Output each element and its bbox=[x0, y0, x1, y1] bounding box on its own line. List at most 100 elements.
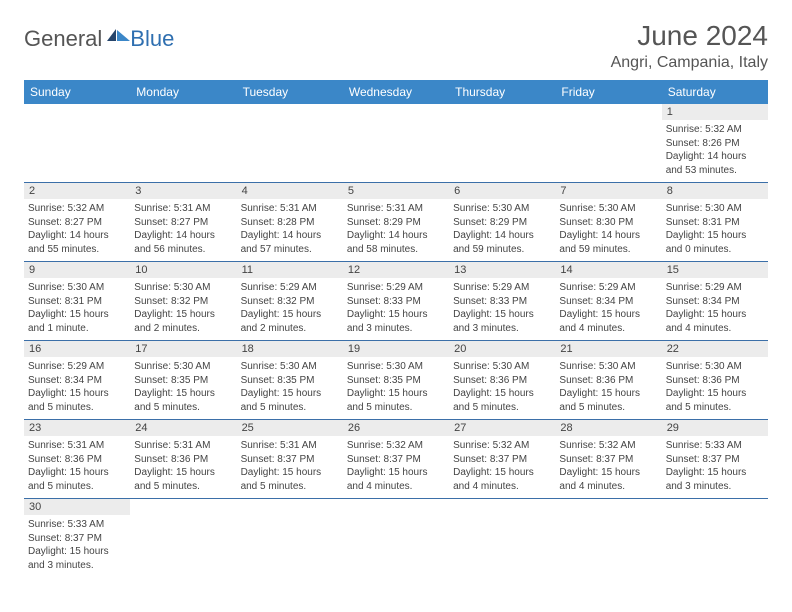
day-cell: Sunrise: 5:30 AMSunset: 8:30 PMDaylight:… bbox=[555, 199, 661, 262]
weekday-header: Wednesday bbox=[343, 80, 449, 104]
logo-text-blue: Blue bbox=[130, 26, 174, 52]
sunrise-text: Sunrise: 5:30 AM bbox=[28, 281, 126, 295]
sunrise-text: Sunrise: 5:29 AM bbox=[559, 281, 657, 295]
day-number: 1 bbox=[662, 104, 768, 120]
day-cell: Sunrise: 5:29 AMSunset: 8:32 PMDaylight:… bbox=[237, 278, 343, 341]
sunset-text: Sunset: 8:32 PM bbox=[134, 295, 232, 309]
daylight-text: Daylight: 15 hours and 5 minutes. bbox=[559, 387, 657, 414]
day-content-row: Sunrise: 5:31 AMSunset: 8:36 PMDaylight:… bbox=[24, 436, 768, 499]
sunrise-text: Sunrise: 5:33 AM bbox=[666, 439, 764, 453]
daynum-row: 2345678 bbox=[24, 183, 768, 200]
day-number: 28 bbox=[555, 420, 661, 437]
sunset-text: Sunset: 8:27 PM bbox=[134, 216, 232, 230]
sunrise-text: Sunrise: 5:30 AM bbox=[666, 202, 764, 216]
day-cell: Sunrise: 5:30 AMSunset: 8:31 PMDaylight:… bbox=[662, 199, 768, 262]
day-cell bbox=[555, 120, 661, 183]
day-cell bbox=[555, 515, 661, 577]
day-cell: Sunrise: 5:29 AMSunset: 8:34 PMDaylight:… bbox=[555, 278, 661, 341]
sunset-text: Sunset: 8:27 PM bbox=[28, 216, 126, 230]
sunset-text: Sunset: 8:34 PM bbox=[666, 295, 764, 309]
sunrise-text: Sunrise: 5:30 AM bbox=[453, 360, 551, 374]
sunset-text: Sunset: 8:36 PM bbox=[134, 453, 232, 467]
sunset-text: Sunset: 8:33 PM bbox=[453, 295, 551, 309]
daynum-row: 23242526272829 bbox=[24, 420, 768, 437]
daylight-text: Daylight: 15 hours and 3 minutes. bbox=[666, 466, 764, 493]
weekday-header: Monday bbox=[130, 80, 236, 104]
daynum-row: 16171819202122 bbox=[24, 341, 768, 358]
weekday-header-row: Sunday Monday Tuesday Wednesday Thursday… bbox=[24, 80, 768, 104]
day-cell: Sunrise: 5:30 AMSunset: 8:36 PMDaylight:… bbox=[662, 357, 768, 420]
daylight-text: Daylight: 15 hours and 3 minutes. bbox=[347, 308, 445, 335]
daylight-text: Daylight: 15 hours and 4 minutes. bbox=[347, 466, 445, 493]
daylight-text: Daylight: 15 hours and 5 minutes. bbox=[28, 387, 126, 414]
day-cell bbox=[24, 120, 130, 183]
daylight-text: Daylight: 15 hours and 3 minutes. bbox=[28, 545, 126, 572]
sunset-text: Sunset: 8:29 PM bbox=[453, 216, 551, 230]
day-cell: Sunrise: 5:33 AMSunset: 8:37 PMDaylight:… bbox=[24, 515, 130, 577]
daylight-text: Daylight: 14 hours and 59 minutes. bbox=[453, 229, 551, 256]
day-number bbox=[237, 499, 343, 516]
day-cell bbox=[237, 515, 343, 577]
sunrise-text: Sunrise: 5:29 AM bbox=[28, 360, 126, 374]
day-number: 23 bbox=[24, 420, 130, 437]
sunset-text: Sunset: 8:28 PM bbox=[241, 216, 339, 230]
day-number bbox=[343, 499, 449, 516]
day-cell: Sunrise: 5:31 AMSunset: 8:27 PMDaylight:… bbox=[130, 199, 236, 262]
sunset-text: Sunset: 8:36 PM bbox=[666, 374, 764, 388]
day-number: 4 bbox=[237, 183, 343, 200]
sunset-text: Sunset: 8:31 PM bbox=[666, 216, 764, 230]
sunset-text: Sunset: 8:34 PM bbox=[28, 374, 126, 388]
day-number bbox=[449, 104, 555, 120]
day-number bbox=[662, 499, 768, 516]
daylight-text: Daylight: 15 hours and 5 minutes. bbox=[134, 387, 232, 414]
day-cell: Sunrise: 5:30 AMSunset: 8:35 PMDaylight:… bbox=[343, 357, 449, 420]
day-number: 10 bbox=[130, 262, 236, 279]
day-number: 22 bbox=[662, 341, 768, 358]
day-cell: Sunrise: 5:30 AMSunset: 8:29 PMDaylight:… bbox=[449, 199, 555, 262]
daylight-text: Daylight: 15 hours and 5 minutes. bbox=[134, 466, 232, 493]
day-number: 17 bbox=[130, 341, 236, 358]
sunrise-text: Sunrise: 5:32 AM bbox=[453, 439, 551, 453]
sunrise-text: Sunrise: 5:31 AM bbox=[134, 202, 232, 216]
daylight-text: Daylight: 14 hours and 58 minutes. bbox=[347, 229, 445, 256]
sunrise-text: Sunrise: 5:30 AM bbox=[134, 281, 232, 295]
day-cell: Sunrise: 5:32 AMSunset: 8:27 PMDaylight:… bbox=[24, 199, 130, 262]
day-cell: Sunrise: 5:33 AMSunset: 8:37 PMDaylight:… bbox=[662, 436, 768, 499]
daylight-text: Daylight: 15 hours and 5 minutes. bbox=[241, 466, 339, 493]
sunset-text: Sunset: 8:37 PM bbox=[347, 453, 445, 467]
day-cell: Sunrise: 5:31 AMSunset: 8:36 PMDaylight:… bbox=[130, 436, 236, 499]
day-number: 16 bbox=[24, 341, 130, 358]
title-block: June 2024 Angri, Campania, Italy bbox=[611, 20, 768, 72]
day-number: 26 bbox=[343, 420, 449, 437]
day-cell: Sunrise: 5:32 AMSunset: 8:37 PMDaylight:… bbox=[555, 436, 661, 499]
day-number: 12 bbox=[343, 262, 449, 279]
day-number: 29 bbox=[662, 420, 768, 437]
calendar-table: Sunday Monday Tuesday Wednesday Thursday… bbox=[24, 80, 768, 577]
daylight-text: Daylight: 15 hours and 4 minutes. bbox=[559, 466, 657, 493]
day-cell bbox=[449, 120, 555, 183]
sunrise-text: Sunrise: 5:33 AM bbox=[28, 518, 126, 532]
day-cell: Sunrise: 5:29 AMSunset: 8:33 PMDaylight:… bbox=[449, 278, 555, 341]
day-number: 30 bbox=[24, 499, 130, 516]
day-cell: Sunrise: 5:30 AMSunset: 8:31 PMDaylight:… bbox=[24, 278, 130, 341]
day-number: 14 bbox=[555, 262, 661, 279]
logo: General Blue bbox=[24, 20, 174, 52]
day-content-row: Sunrise: 5:32 AMSunset: 8:27 PMDaylight:… bbox=[24, 199, 768, 262]
daylight-text: Daylight: 15 hours and 4 minutes. bbox=[453, 466, 551, 493]
sunset-text: Sunset: 8:31 PM bbox=[28, 295, 126, 309]
sunrise-text: Sunrise: 5:30 AM bbox=[241, 360, 339, 374]
sunrise-text: Sunrise: 5:31 AM bbox=[134, 439, 232, 453]
day-number: 11 bbox=[237, 262, 343, 279]
day-content-row: Sunrise: 5:32 AMSunset: 8:26 PMDaylight:… bbox=[24, 120, 768, 183]
logo-text-general: General bbox=[24, 26, 102, 52]
day-number: 15 bbox=[662, 262, 768, 279]
day-number: 18 bbox=[237, 341, 343, 358]
day-cell: Sunrise: 5:31 AMSunset: 8:29 PMDaylight:… bbox=[343, 199, 449, 262]
day-number: 19 bbox=[343, 341, 449, 358]
day-number: 3 bbox=[130, 183, 236, 200]
sunrise-text: Sunrise: 5:30 AM bbox=[347, 360, 445, 374]
sunrise-text: Sunrise: 5:29 AM bbox=[241, 281, 339, 295]
sunrise-text: Sunrise: 5:32 AM bbox=[28, 202, 126, 216]
sunset-text: Sunset: 8:36 PM bbox=[28, 453, 126, 467]
day-cell: Sunrise: 5:30 AMSunset: 8:35 PMDaylight:… bbox=[130, 357, 236, 420]
